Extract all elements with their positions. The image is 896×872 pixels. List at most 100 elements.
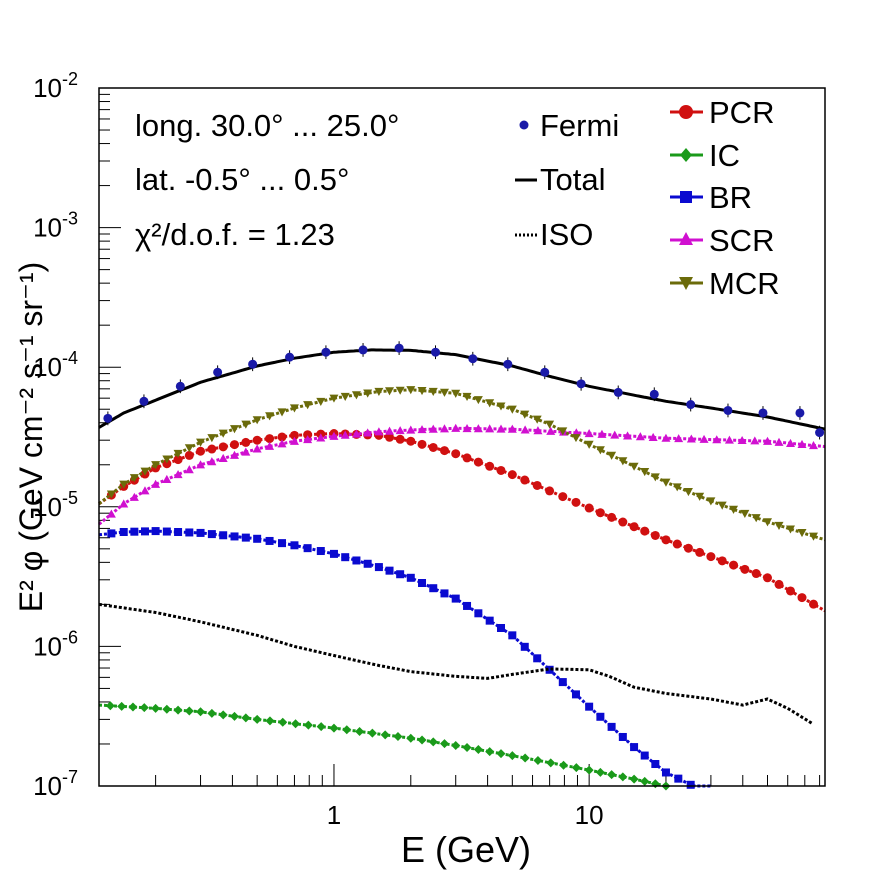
series-scr-marker [485, 424, 495, 433]
series-ic-marker [417, 735, 427, 745]
series-scr-marker [265, 441, 275, 450]
series-br-marker [508, 631, 517, 640]
series-pcr-marker [672, 539, 682, 549]
series-mcr-marker [462, 392, 472, 401]
series-br-marker [219, 531, 228, 540]
series-mcr-marker [496, 402, 506, 411]
series-scr-marker [674, 434, 684, 443]
series-ic-marker [507, 751, 517, 761]
series-br-marker [396, 570, 405, 579]
series-scr-marker [207, 457, 217, 466]
y-tick-label: 10-7 [33, 767, 78, 801]
series-pcr-marker [385, 432, 395, 442]
fermi-point [103, 413, 113, 423]
series-pcr-marker [184, 450, 194, 460]
series-pcr-marker [485, 461, 495, 471]
series-scr-marker [218, 453, 228, 463]
fermi-point [175, 381, 185, 391]
series-ic-marker [380, 730, 390, 740]
series-scr-marker [252, 444, 262, 453]
series-pcr-marker [607, 512, 617, 522]
plot-frame [98, 87, 826, 787]
series-mcr-marker [809, 532, 819, 541]
series-pcr-marker [252, 435, 262, 445]
series-layer [98, 341, 826, 791]
series-ic-marker [428, 737, 438, 747]
series-pcr-marker [683, 543, 693, 553]
legend-br-marker [680, 191, 692, 203]
series-scr-marker [661, 433, 671, 442]
series-scr-marker [763, 436, 773, 445]
series-scr-marker [406, 425, 416, 434]
series-scr-marker [351, 429, 361, 438]
series-mcr-marker [451, 389, 461, 398]
series-pcr-marker [584, 503, 594, 513]
series-br-marker [374, 563, 383, 572]
series-ic-marker [162, 704, 172, 714]
series-pcr-marker [496, 465, 506, 475]
legend-total-label: Total [540, 162, 605, 197]
series-ic-marker [316, 722, 326, 732]
series-scr-marker [395, 426, 405, 435]
series-br-marker [674, 774, 683, 783]
series-ic-marker [462, 743, 472, 753]
series-mcr-marker [385, 387, 395, 396]
series-br-marker [474, 609, 483, 618]
series-mcr-marker [252, 416, 262, 425]
series-br-marker [151, 527, 160, 536]
legend-mcr-marker [679, 277, 693, 290]
series-mcr-marker [395, 386, 405, 395]
annotation-latitude: lat. -0.5° ... 0.5° [135, 162, 349, 197]
series-br-marker [585, 702, 594, 711]
series-br-marker [253, 534, 262, 543]
series-mcr-marker [241, 420, 251, 429]
series-pcr-marker [545, 486, 555, 496]
series-br-marker [429, 584, 438, 593]
series-mcr-marker [316, 397, 326, 406]
series-mcr-marker [173, 449, 183, 459]
series-scr-marker [303, 435, 313, 444]
series-scr-marker [129, 492, 139, 501]
y-tick-label: 10-6 [33, 627, 78, 661]
series-scr-marker [363, 428, 373, 437]
series-ic-marker [451, 741, 461, 751]
series-pcr-marker [173, 455, 183, 465]
series-ic-line [98, 703, 667, 788]
series-ic-marker [128, 702, 138, 712]
series-scr-marker [712, 435, 722, 444]
legend-ic-label: IC [709, 138, 740, 173]
fermi-point [503, 359, 513, 369]
series-mcr-marker [140, 467, 150, 476]
series-br-marker [451, 594, 460, 603]
series-ic-marker [496, 749, 506, 759]
series-ic-marker [584, 765, 594, 775]
series-ic-marker [342, 725, 352, 735]
series-ic-marker [291, 719, 301, 729]
series-pcr-marker [289, 430, 299, 440]
x-tick-label: 1 [327, 800, 341, 830]
legend-left: Fermi Total ISO [515, 108, 619, 252]
series-pcr-marker [395, 434, 405, 444]
series-ic-marker [485, 747, 495, 757]
annotation-longitude: long. 30.0° ... 25.0° [135, 108, 399, 143]
series-scr-marker [151, 479, 161, 488]
series-mcr-marker [230, 425, 240, 434]
series-pcr-marker [196, 446, 206, 456]
series-ic-marker [278, 717, 288, 727]
series-pcr-marker [774, 579, 784, 589]
series-scr-marker [786, 438, 796, 447]
series-ic-marker [533, 755, 543, 765]
fermi-point [321, 347, 331, 357]
series-mcr-line [98, 388, 826, 542]
series-br-marker [241, 533, 250, 542]
series-mcr-marker [763, 518, 773, 527]
frame-layer [98, 87, 826, 787]
series-pcr-marker [763, 573, 773, 583]
series-ic-marker [105, 701, 115, 711]
legend-iso-label: ISO [540, 217, 593, 252]
series-scr-marker [584, 429, 594, 438]
series-pcr-marker [462, 453, 472, 463]
series-mcr-marker [717, 501, 727, 510]
